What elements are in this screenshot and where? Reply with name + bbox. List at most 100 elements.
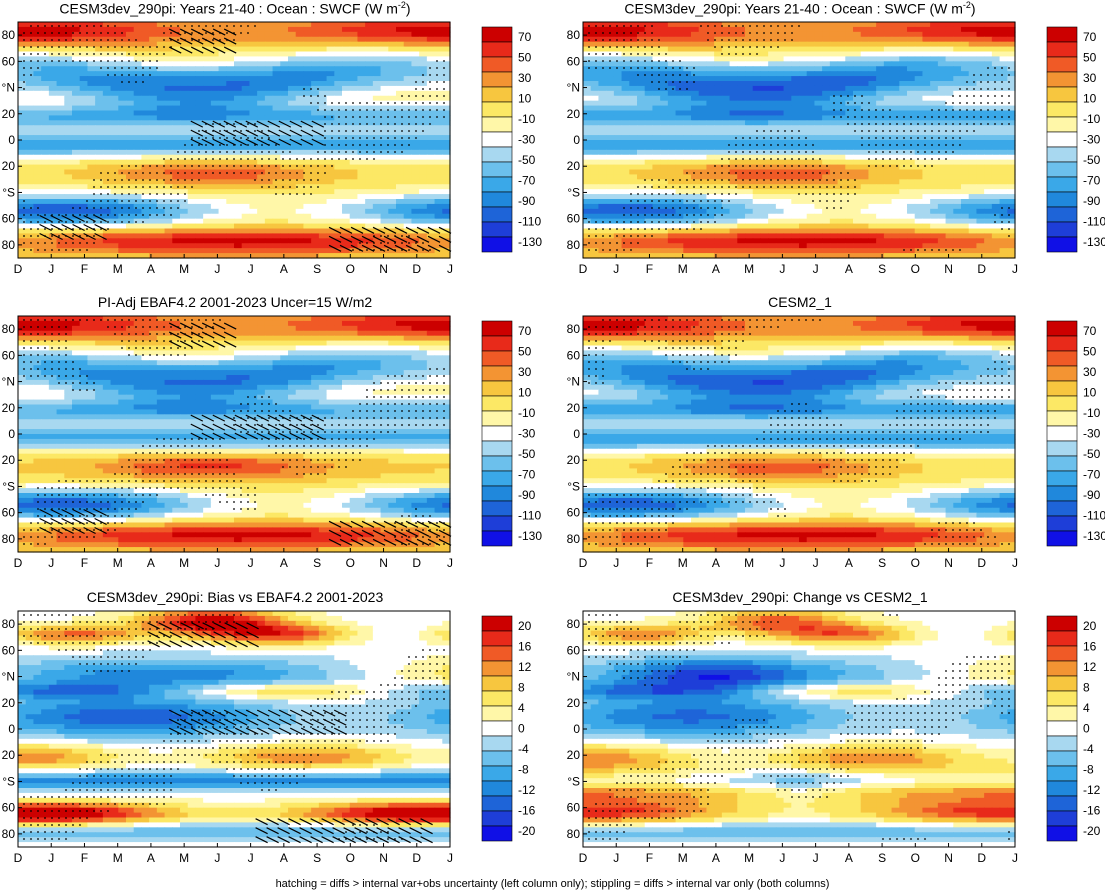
- heatmap-cell: [141, 71, 150, 77]
- stipple-dot: [135, 39, 137, 41]
- heatmap-cell: [303, 203, 312, 210]
- heatmap-cell: [380, 189, 389, 195]
- heatmap-cell: [56, 149, 65, 156]
- stipple-dot: [135, 81, 137, 83]
- heatmap-cell: [234, 140, 243, 146]
- heatmap-cell: [791, 130, 800, 136]
- stipple-dot: [65, 46, 67, 48]
- heatmap-cell: [280, 199, 289, 205]
- heatmap-cell: [172, 130, 181, 136]
- heatmap-cell: [349, 110, 359, 117]
- heatmap-cell: [118, 61, 127, 67]
- heatmap-cell: [56, 144, 65, 151]
- heatmap-cell: [583, 31, 592, 38]
- heatmap-cell: [280, 248, 289, 254]
- heatmap-cell: [226, 248, 235, 254]
- heatmap-cell: [613, 105, 623, 112]
- heatmap-cell: [18, 61, 27, 67]
- stipple-dot: [422, 95, 424, 97]
- heatmap-cell: [729, 66, 738, 72]
- heatmap-cell: [1007, 46, 1016, 53]
- stipple-dot: [121, 67, 123, 69]
- heatmap-cell: [110, 203, 119, 210]
- heatmap-cell: [791, 140, 800, 146]
- heatmap-cell: [775, 76, 785, 82]
- heatmap-cell: [984, 71, 993, 77]
- stipple-dot: [394, 123, 396, 125]
- heatmap-cell: [760, 140, 769, 146]
- stipple-dot: [79, 221, 81, 223]
- heatmap-cell: [272, 125, 281, 131]
- heatmap-cell: [806, 110, 816, 117]
- heatmap-cell: [203, 159, 212, 166]
- heatmap-cell: [937, 100, 947, 107]
- hatch-line: [427, 235, 441, 243]
- heatmap-cell: [95, 125, 104, 131]
- heatmap-cell: [87, 76, 96, 82]
- heatmap-cell: [426, 189, 436, 195]
- heatmap-cell: [388, 135, 397, 141]
- heatmap-cell: [41, 41, 50, 48]
- heatmap-cell: [41, 125, 50, 131]
- heatmap-cell: [280, 125, 289, 131]
- heatmap-cell: [868, 85, 877, 92]
- heatmap-cell: [419, 174, 428, 180]
- stipple-dot: [30, 235, 32, 237]
- heatmap-cell: [698, 46, 708, 53]
- heatmap-cell: [667, 120, 677, 126]
- heatmap-cell: [318, 154, 328, 161]
- stipple-dot: [289, 186, 291, 188]
- heatmap-cell: [637, 76, 646, 82]
- heatmap-cell: [434, 149, 443, 156]
- heatmap-cell: [257, 218, 266, 225]
- hatch-line: [267, 129, 281, 137]
- heatmap-cell: [334, 169, 343, 176]
- heatmap-cell: [203, 85, 212, 92]
- heatmap-cell: [79, 51, 89, 58]
- heatmap-cell: [721, 71, 731, 77]
- heatmap-cell: [745, 66, 754, 72]
- heatmap-cell: [303, 154, 312, 161]
- heatmap-cell: [126, 90, 135, 97]
- heatmap-cell: [380, 71, 389, 77]
- heatmap-cell: [95, 135, 104, 141]
- heatmap-cell: [149, 149, 158, 156]
- heatmap-cell: [729, 71, 738, 77]
- heatmap-cell: [203, 243, 212, 249]
- heatmap-cell: [203, 194, 212, 200]
- heatmap-cell: [914, 90, 924, 97]
- heatmap-cell: [95, 194, 104, 200]
- heatmap-cell: [775, 105, 785, 112]
- stipple-dot: [184, 172, 186, 174]
- heatmap-cell: [33, 125, 42, 131]
- heatmap-cell: [637, 22, 646, 28]
- heatmap-cell: [644, 71, 654, 77]
- heatmap-cell: [141, 228, 150, 235]
- heatmap-cell: [72, 233, 81, 239]
- heatmap-cell: [95, 130, 104, 136]
- heatmap-cell: [357, 81, 366, 87]
- stipple-dot: [443, 102, 445, 104]
- heatmap-cell: [883, 31, 893, 38]
- heatmap-cell: [434, 85, 443, 92]
- heatmap-cell: [814, 85, 823, 92]
- heatmap-cell: [95, 115, 104, 121]
- heatmap-cell: [388, 105, 397, 112]
- heatmap-cell: [606, 22, 615, 28]
- heatmap-cell: [945, 36, 954, 43]
- heatmap-cell: [180, 154, 189, 161]
- heatmap-cell: [118, 213, 127, 220]
- heatmap-cell: [218, 95, 227, 102]
- heatmap-cell: [606, 90, 615, 97]
- heatmap-cell: [721, 41, 731, 48]
- heatmap-cell: [72, 199, 81, 205]
- heatmap-cell: [249, 100, 258, 107]
- heatmap-cell: [937, 31, 947, 38]
- heatmap-cell: [590, 105, 600, 112]
- heatmap-cell: [48, 61, 58, 67]
- heatmap-cell: [342, 110, 351, 117]
- stipple-dot: [436, 81, 438, 83]
- stipple-dot: [65, 60, 67, 62]
- heatmap-cell: [110, 120, 119, 126]
